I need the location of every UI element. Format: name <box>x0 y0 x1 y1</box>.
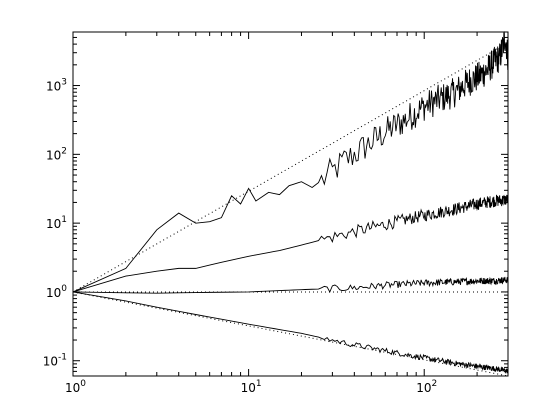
x-tick-label: 101 <box>241 379 262 395</box>
y-tick-label: 10-1 <box>43 353 67 369</box>
series-line-2 <box>72 194 509 293</box>
label-layer: 100 101 102 10-1 100 101 102 103 <box>43 78 437 395</box>
series-line-4 <box>72 291 509 374</box>
y-tick-label: 101 <box>46 215 67 231</box>
y-tick-label: 103 <box>46 78 67 94</box>
x-tick-label: 102 <box>416 379 437 395</box>
series-layer <box>72 31 509 377</box>
tick-layer <box>72 31 509 377</box>
x-tick-label: 100 <box>65 379 86 395</box>
series-line-1 <box>72 31 509 293</box>
plot-area <box>72 31 509 377</box>
y-tick-label: 102 <box>46 146 67 162</box>
y-tick-label: 100 <box>46 284 67 300</box>
series-line-3 <box>72 276 509 294</box>
